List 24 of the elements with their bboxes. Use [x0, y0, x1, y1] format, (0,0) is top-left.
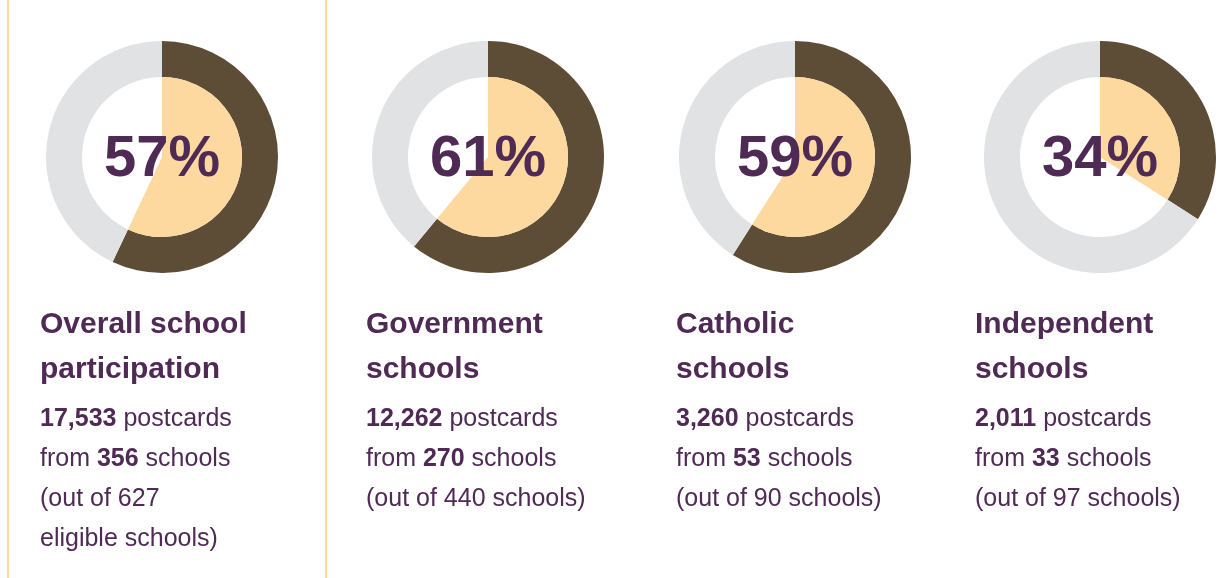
text: (out of 440 schools) [366, 483, 586, 511]
text: Catholic schools [676, 306, 795, 384]
data-label: 59% [736, 123, 854, 189]
text: Independent schools [975, 306, 1154, 384]
text: from 270 schools [366, 443, 557, 471]
text: from 33 schools [975, 443, 1152, 471]
text: from 53 schools [676, 443, 853, 471]
text: (out of 97 schools) [975, 483, 1181, 511]
text: (out of 627 [40, 483, 160, 511]
data-label: 34% [1041, 123, 1159, 189]
donut-slice [414, 41, 604, 273]
text: Government schools [366, 306, 543, 384]
text: eligible schools) [40, 523, 218, 551]
text: 12,262 postcards [366, 403, 558, 431]
text: (out of 90 schools) [676, 483, 882, 511]
donut-slice [732, 41, 911, 273]
donut-slice [984, 41, 1198, 273]
data-label: 57% [103, 123, 221, 189]
data-label: 61% [429, 123, 547, 189]
text: Overall school participation [40, 306, 247, 384]
text: 17,533 postcards [40, 403, 232, 431]
text: from 356 schools [40, 443, 231, 471]
text: 2,011 postcards [975, 403, 1152, 431]
text: 3,260 postcards [676, 403, 854, 431]
